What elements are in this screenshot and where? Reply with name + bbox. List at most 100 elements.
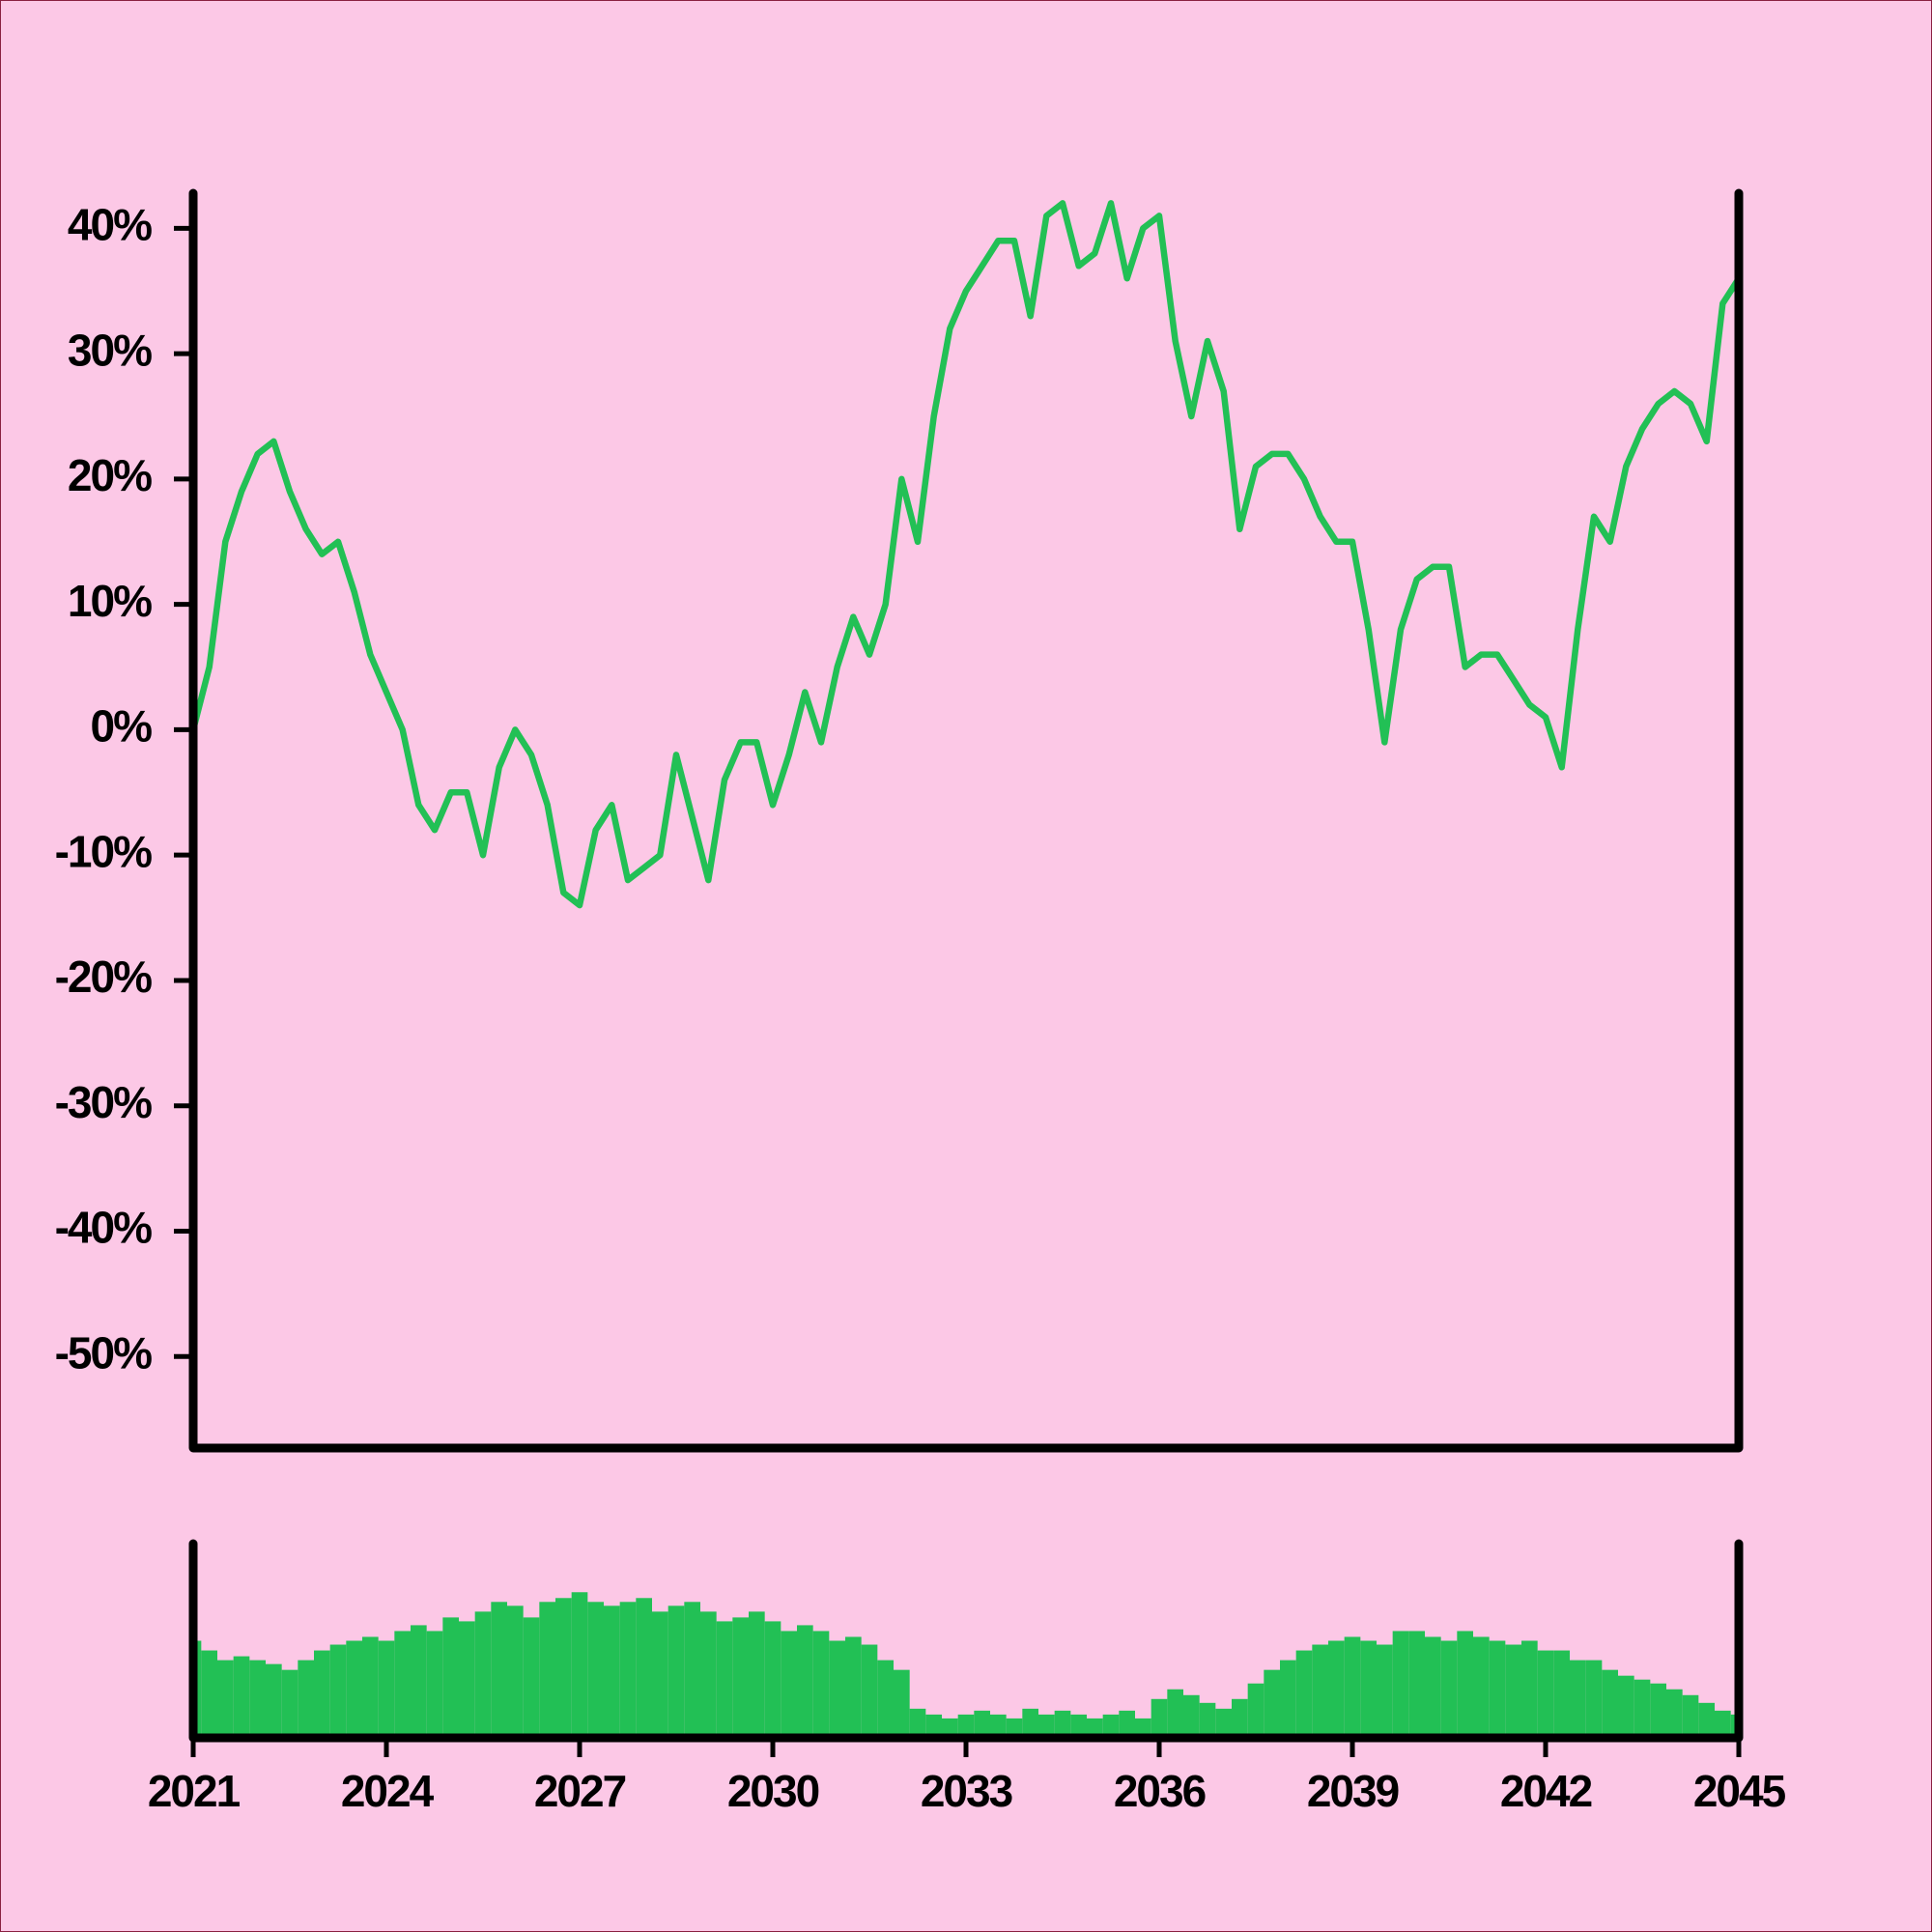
bar	[861, 1644, 878, 1738]
bar	[571, 1592, 588, 1738]
bar	[925, 1714, 942, 1738]
x-tick-label: 2024	[341, 1766, 435, 1816]
y-tick-label: -30%	[55, 1077, 152, 1127]
bar	[346, 1640, 362, 1738]
y-tick-label: 30%	[68, 325, 152, 375]
bar	[1650, 1683, 1666, 1738]
bar	[1344, 1636, 1361, 1738]
x-tick-label: 2033	[921, 1766, 1012, 1816]
bar	[217, 1660, 234, 1738]
bar	[1151, 1698, 1168, 1738]
bar	[619, 1602, 637, 1738]
bar	[1618, 1675, 1634, 1738]
bar	[1006, 1718, 1023, 1738]
bar	[974, 1710, 990, 1738]
bar	[1537, 1650, 1554, 1738]
bar	[684, 1602, 700, 1738]
bar	[201, 1650, 217, 1738]
bar	[281, 1669, 298, 1738]
x-tick-label: 2039	[1307, 1766, 1399, 1816]
bar	[459, 1621, 475, 1738]
y-tick-label: 0%	[91, 701, 153, 752]
bar	[249, 1660, 266, 1738]
bar	[1022, 1708, 1038, 1738]
bar	[539, 1602, 555, 1738]
bar	[1666, 1689, 1683, 1738]
bar	[442, 1617, 459, 1738]
bar	[1698, 1702, 1715, 1738]
bar	[1102, 1714, 1120, 1738]
bar	[314, 1650, 330, 1738]
bar	[1602, 1669, 1618, 1738]
bar	[1440, 1640, 1458, 1738]
bar	[942, 1718, 958, 1738]
bar	[587, 1602, 604, 1738]
bar	[1232, 1698, 1248, 1738]
x-tick-label: 2042	[1500, 1766, 1592, 1816]
y-tick-label: 20%	[68, 450, 152, 500]
bar	[1328, 1640, 1345, 1738]
y-tick-label: -50%	[55, 1327, 152, 1378]
x-tick-label: 2021	[148, 1766, 241, 1816]
bar	[523, 1617, 540, 1738]
bar	[1119, 1710, 1135, 1738]
bar	[555, 1598, 572, 1738]
bar	[1715, 1710, 1731, 1738]
bar	[1247, 1683, 1264, 1738]
y-tick-label: -20%	[55, 952, 152, 1002]
bar	[604, 1605, 620, 1738]
bar	[233, 1656, 250, 1738]
bar	[474, 1611, 492, 1738]
bar	[394, 1631, 411, 1738]
bar	[700, 1611, 717, 1738]
bar	[1408, 1631, 1425, 1738]
bar	[411, 1625, 427, 1738]
bar	[1054, 1710, 1071, 1738]
bar	[716, 1621, 733, 1738]
bar	[507, 1605, 524, 1738]
bar	[1425, 1636, 1441, 1738]
bar	[1682, 1694, 1699, 1738]
bar	[1038, 1714, 1055, 1738]
bar	[764, 1621, 781, 1738]
bar	[812, 1631, 830, 1738]
bar	[1377, 1644, 1393, 1738]
bar	[1634, 1679, 1651, 1738]
bar	[732, 1617, 749, 1738]
y-tick-label: 10%	[68, 576, 152, 626]
bar	[652, 1611, 668, 1738]
x-tick-label: 2030	[727, 1766, 819, 1816]
bar	[1070, 1714, 1087, 1738]
x-tick-label: 2027	[534, 1766, 626, 1816]
bar	[266, 1663, 282, 1738]
bar	[1312, 1644, 1328, 1738]
bar	[845, 1636, 862, 1738]
bar	[894, 1669, 910, 1738]
bar	[1521, 1640, 1538, 1738]
bar	[1553, 1650, 1570, 1738]
bar	[1473, 1636, 1490, 1738]
bar	[636, 1598, 652, 1738]
bar	[298, 1660, 314, 1738]
bar	[1280, 1660, 1296, 1738]
bar	[1295, 1650, 1313, 1738]
bar	[1135, 1718, 1151, 1738]
bar	[1505, 1644, 1521, 1738]
bar	[426, 1631, 443, 1738]
bar	[990, 1714, 1007, 1738]
y-tick-label: -40%	[55, 1203, 152, 1253]
bar	[1183, 1694, 1200, 1738]
bar	[909, 1708, 926, 1738]
bar	[362, 1636, 379, 1738]
bar	[1087, 1718, 1103, 1738]
bar	[1585, 1660, 1603, 1738]
bar	[491, 1602, 507, 1738]
x-tick-label: 2045	[1693, 1766, 1786, 1816]
bar	[749, 1611, 765, 1738]
bar	[1570, 1660, 1586, 1738]
bar	[829, 1640, 845, 1738]
volume-bars	[193, 1592, 1739, 1738]
axis-frame	[188, 1539, 1744, 1743]
